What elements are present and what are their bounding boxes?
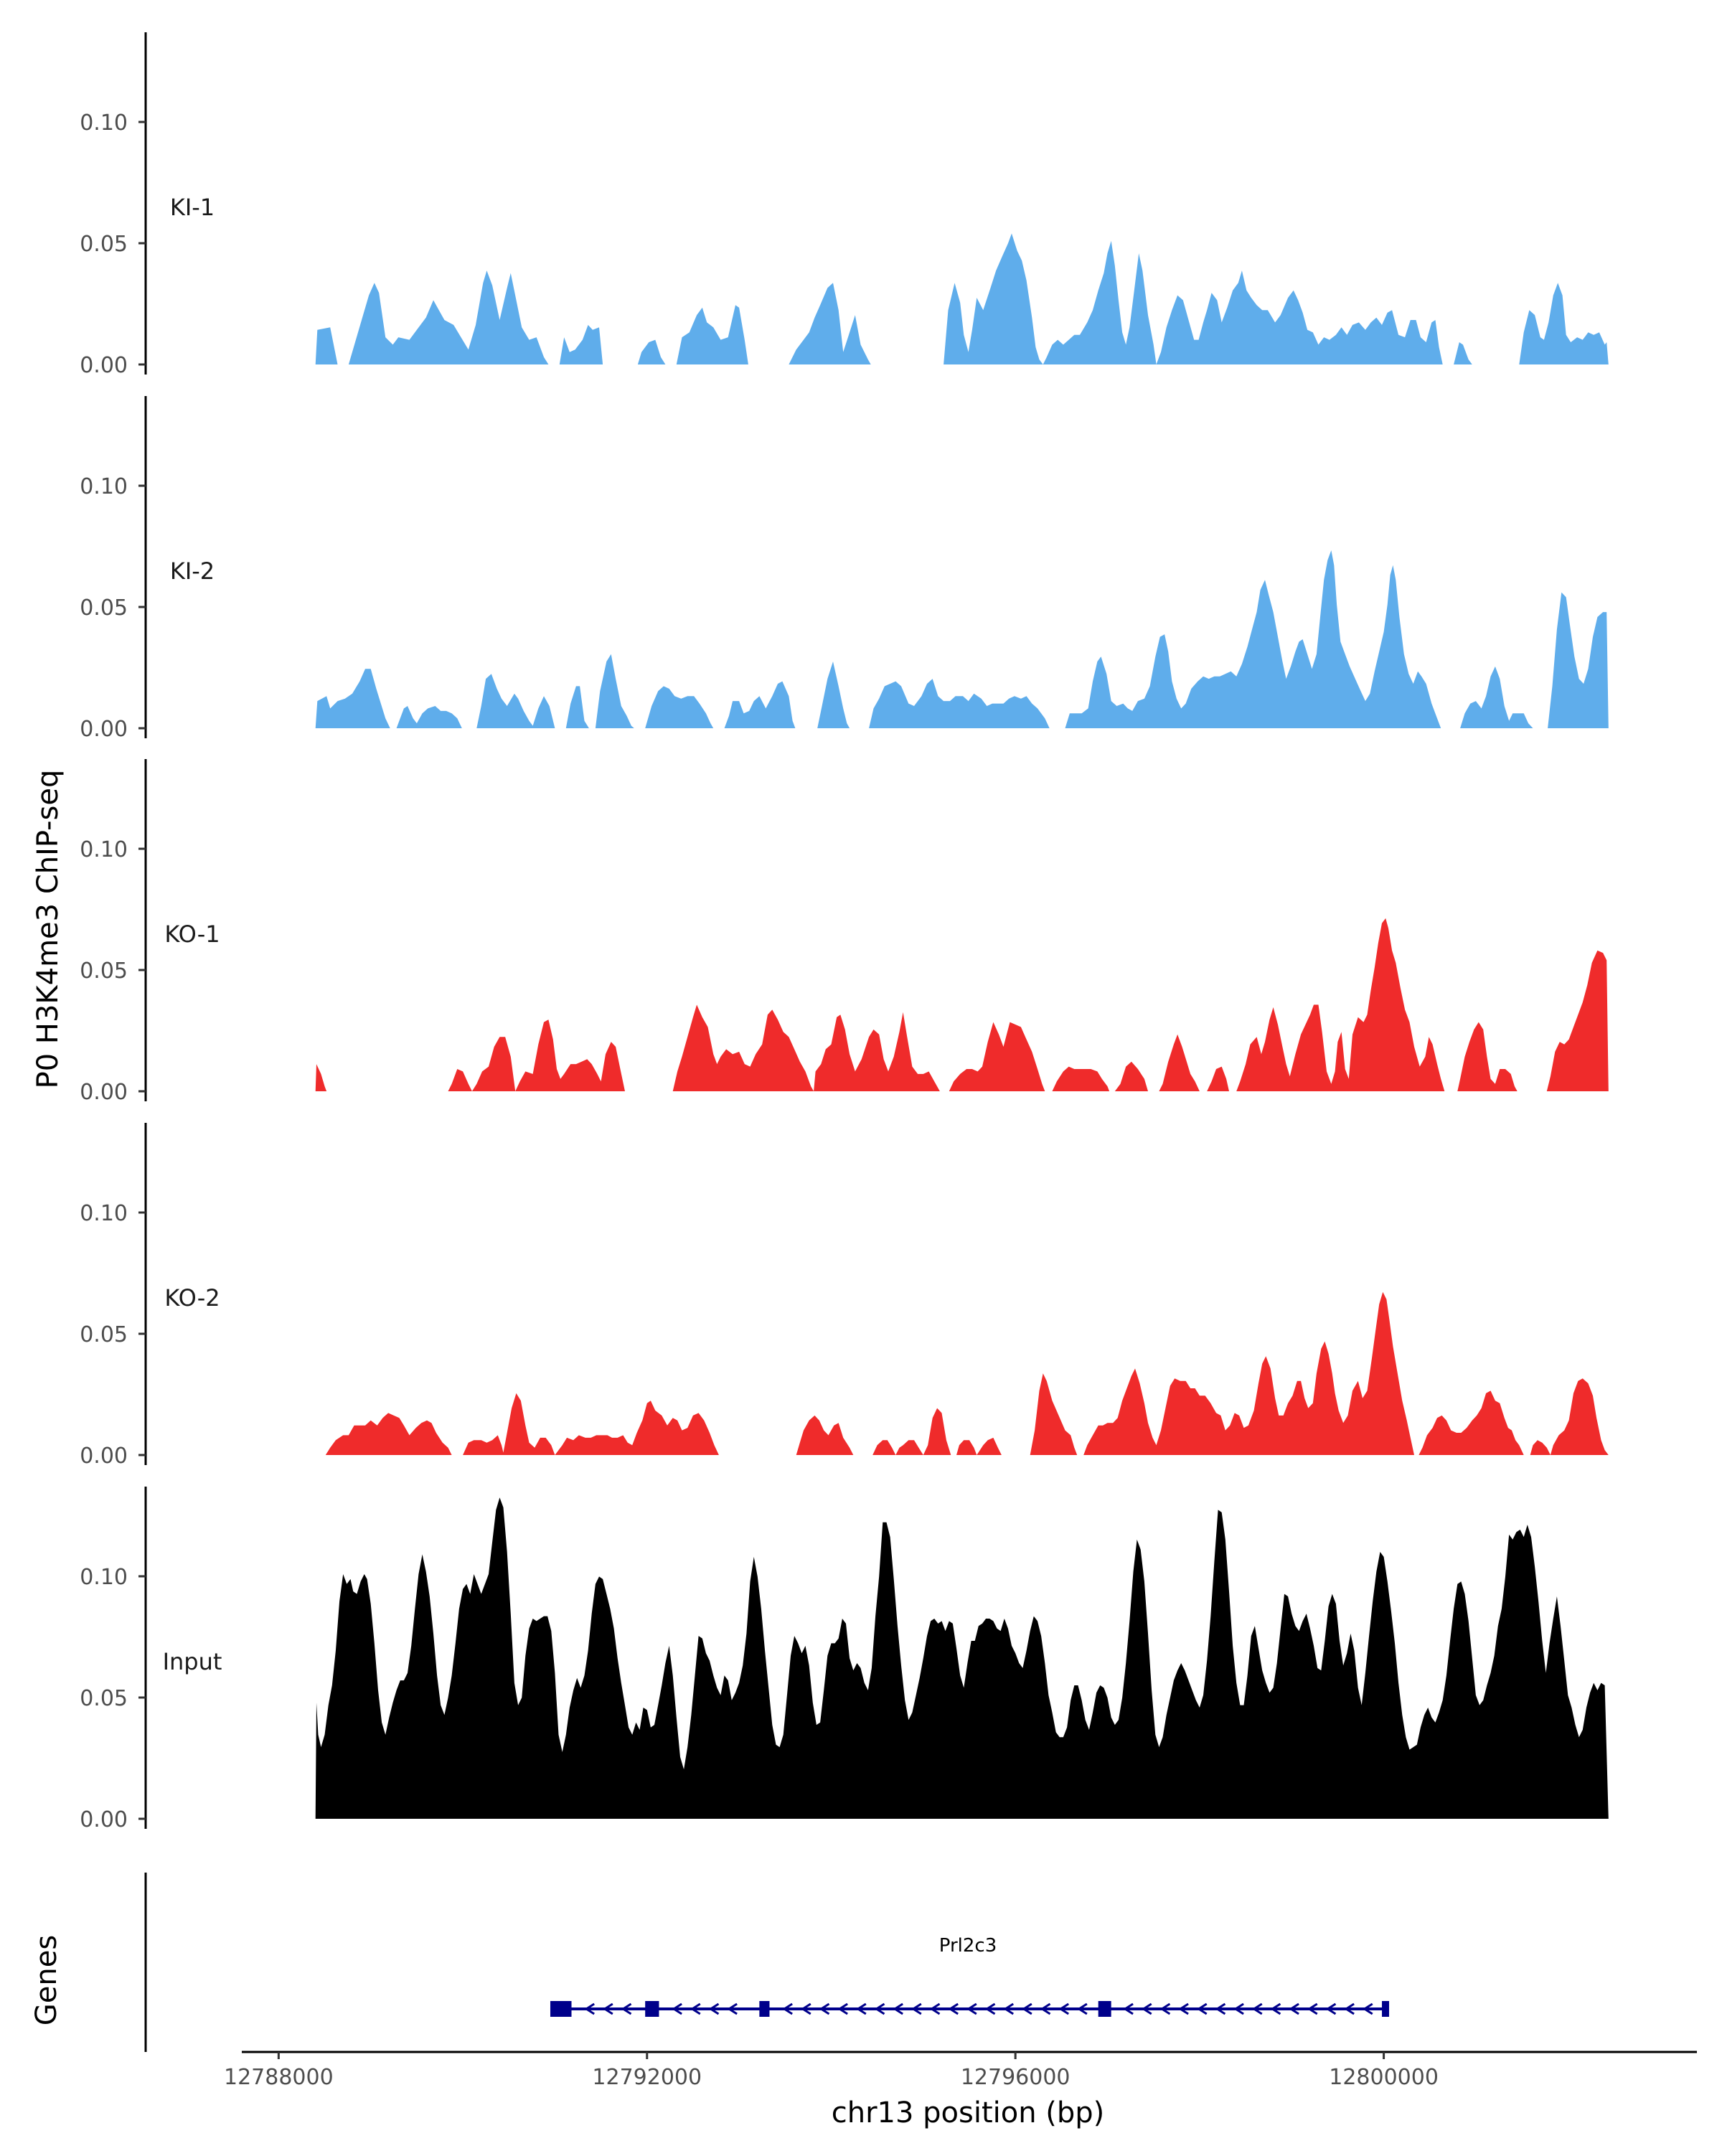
strand-arrow: [984, 2002, 996, 2015]
x-ticks: 12788000 12792000 12796000 12800000: [224, 2052, 1439, 2090]
strand-arrow: [837, 2002, 848, 2015]
strand-arrow: [1178, 2002, 1189, 2015]
y-tick-label: 0.10: [80, 110, 128, 136]
coverage-area-ki-2: [315, 550, 1609, 728]
strand-arrow: [1215, 2002, 1226, 2015]
strand-arrow: [966, 2002, 977, 2015]
track-areas: [315, 233, 1609, 1819]
track-panel-ko-1: KO-1 0.00 0.05 0.10: [80, 759, 220, 1105]
strand-arrow: [1077, 2002, 1088, 2015]
x-tick-label: 12788000: [224, 2065, 334, 2090]
strand-arrow: [1307, 2002, 1318, 2015]
y-tick-label: 0.00: [80, 353, 128, 378]
strand-arrow: [801, 2002, 811, 2015]
track-label: KI-2: [170, 557, 215, 585]
y-tick-label: 0.10: [80, 1201, 128, 1226]
strand-arrow: [1251, 2002, 1263, 2015]
strand-arrow: [727, 2002, 738, 2015]
y-tick-label: 0.10: [80, 474, 128, 499]
gene-exon: [1382, 2001, 1390, 2017]
track-label: Input: [163, 1648, 222, 1675]
y-tick-label: 0.05: [80, 232, 128, 257]
strand-arrow: [1141, 2002, 1152, 2015]
x-axis: 12788000 12792000 12796000 12800000 chr13 p…: [224, 2051, 1697, 2129]
y-tick-label: 0.00: [80, 717, 128, 742]
track-panel-ki-2: KI-2 0.00 0.05 0.10: [80, 396, 215, 742]
x-tick-label: 12796000: [961, 2065, 1071, 2090]
strand-arrow: [856, 2002, 867, 2015]
strand-arrow: [1123, 2002, 1134, 2015]
strand-arrow: [782, 2002, 793, 2015]
strand-arrow: [708, 2002, 720, 2015]
strand-arrow: [1233, 2002, 1244, 2015]
strand-arrow: [1270, 2002, 1281, 2015]
strand-arrow: [1325, 2002, 1337, 2015]
track-panel-input: Input 0.00 0.05 0.10: [80, 1487, 222, 1832]
gene-panel: Genes Prl2c3: [30, 1873, 1390, 2052]
coverage-area-ki-1: [315, 233, 1609, 364]
gene-exon: [759, 2001, 770, 2017]
strand-arrow: [911, 2002, 922, 2015]
y-tick-label: 0.00: [80, 1807, 128, 1832]
track-label: KO-2: [164, 1284, 220, 1312]
x-tick-label: 12792000: [592, 2065, 702, 2090]
y-tick-label: 0.10: [80, 837, 128, 862]
strand-arrow: [1022, 2002, 1032, 2015]
y-tick-label: 0.05: [80, 959, 128, 984]
strand-arrow: [874, 2002, 885, 2015]
strand-arrow: [603, 2002, 613, 2015]
y-tick-label: 0.05: [80, 1686, 128, 1711]
y-tick-label: 0.05: [80, 596, 128, 621]
strand-arrow: [1196, 2002, 1208, 2015]
strand-arrow: [1289, 2002, 1299, 2015]
strand-arrow: [1362, 2002, 1373, 2015]
strand-arrow: [1344, 2002, 1355, 2015]
strand-arrow: [1003, 2002, 1014, 2015]
strand-arrow: [584, 2002, 595, 2015]
x-axis-title: chr13 position (bp): [832, 2096, 1105, 2129]
track-panel-ki-1: KI-1 0.00 0.05 0.10: [80, 32, 215, 378]
strand-arrow: [672, 2002, 682, 2015]
strand-arrow: [1159, 2002, 1171, 2015]
strand-arrow: [929, 2002, 941, 2015]
y-tick-label: 0.10: [80, 1565, 128, 1590]
track-label: KI-1: [170, 194, 215, 221]
strand-arrow: [819, 2002, 830, 2015]
y-tick-label: 0.05: [80, 1322, 128, 1347]
y-tick-label: 0.00: [80, 1444, 128, 1469]
gene-model: [550, 2001, 1390, 2017]
y-tick-label: 0.00: [80, 1080, 128, 1105]
gene-label: Prl2c3: [939, 1935, 997, 1957]
gene-exon: [645, 2001, 659, 2017]
strand-arrow: [1058, 2002, 1070, 2015]
coverage-area-input: [315, 1497, 1609, 1819]
x-tick-label: 12800000: [1329, 2065, 1439, 2090]
coverage-area-ko-1: [315, 918, 1609, 1091]
strand-arrow: [621, 2002, 632, 2015]
track-label: KO-1: [164, 921, 220, 948]
strand-arrow: [1040, 2002, 1051, 2015]
strand-arrow: [948, 2002, 959, 2015]
strand-arrow: [690, 2002, 701, 2015]
coverage-area-ko-2: [325, 1291, 1609, 1455]
gene-exon: [1098, 2001, 1111, 2017]
gene-exon: [550, 2001, 572, 2017]
genes-axis-title: Genes: [30, 1935, 63, 2025]
strand-arrow: [893, 2002, 903, 2015]
track-panel-ko-2: KO-2 0.00 0.05 0.10: [80, 1123, 220, 1469]
y-axis-title: P0 H3K4me3 ChIP-seq: [32, 770, 65, 1089]
